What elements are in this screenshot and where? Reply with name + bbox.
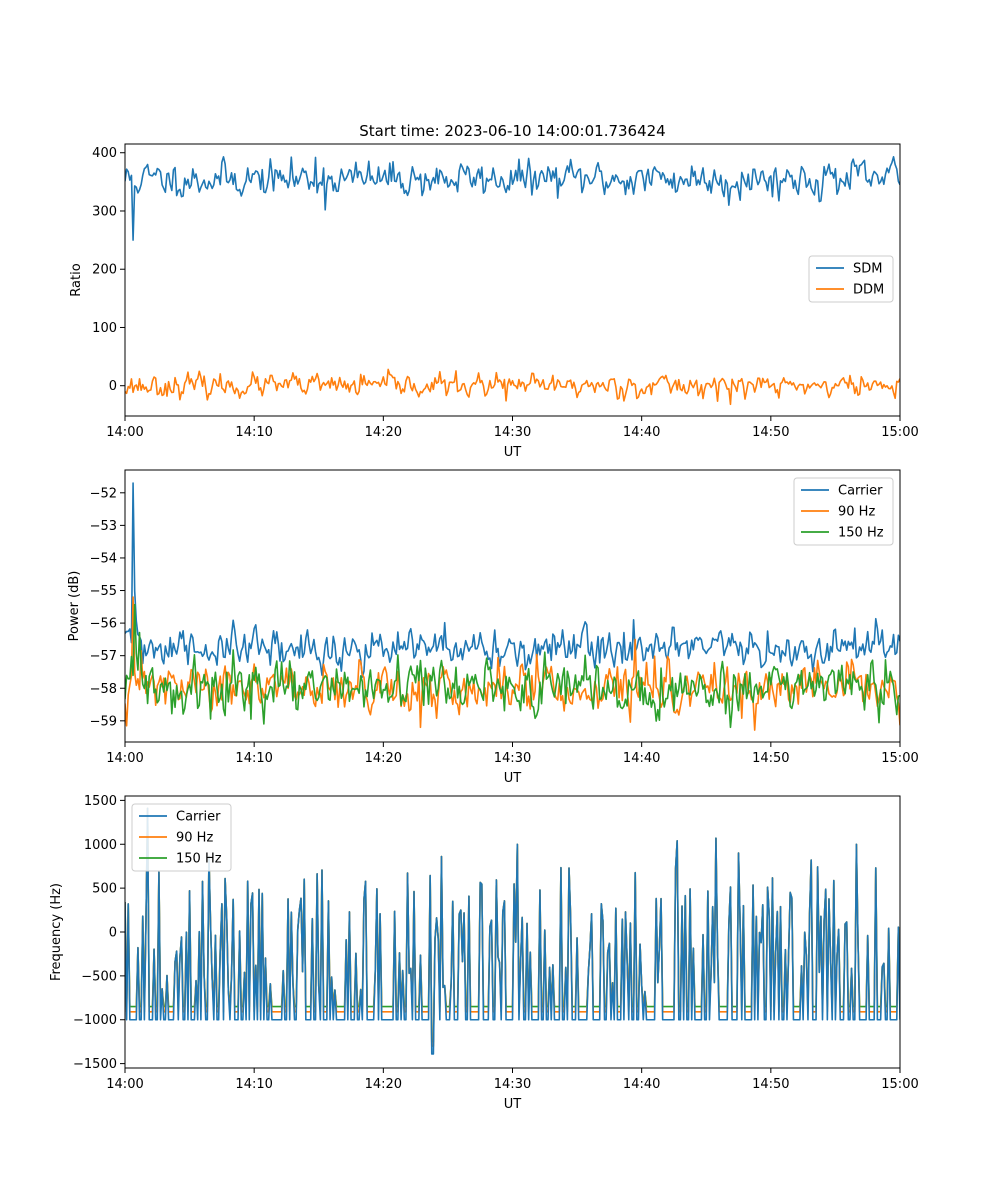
- x-tick-label: 14:20: [365, 425, 402, 440]
- y-tick-label: −53: [90, 519, 117, 534]
- series-line-ddm: [125, 368, 900, 406]
- legend-entry: DDM: [853, 283, 884, 298]
- x-tick-label: 14:50: [752, 751, 789, 766]
- x-tick-label: 14:10: [235, 425, 272, 440]
- x-tick-label: 15:00: [881, 751, 918, 766]
- x-tick-label: 14:30: [494, 751, 531, 766]
- y-tick-label: 1000: [84, 838, 117, 853]
- y-tick-label: −58: [90, 682, 117, 697]
- series-line-150-hz: [125, 603, 900, 729]
- series-line-sdm: [125, 156, 900, 241]
- y-tick-label: 100: [92, 321, 117, 336]
- y-tick-label: 300: [92, 204, 117, 219]
- x-tick-label: 14:10: [235, 1077, 272, 1092]
- power-panel: Power (dB) UT 14:00 14:10 14:20 14:30 14:40 1…: [67, 469, 919, 786]
- series-line-carrier: [125, 482, 900, 678]
- y-tick-label: −1500: [73, 1057, 117, 1072]
- legend-entry: 150 Hz: [176, 852, 222, 867]
- y-tick-label: −56: [90, 617, 117, 632]
- y-tick-label: −1000: [73, 1013, 117, 1028]
- legend-frame: [793, 477, 894, 546]
- legend-entry: Carrier: [176, 810, 221, 825]
- y-tick-label: 0: [109, 926, 117, 941]
- x-tick-label: 14:30: [494, 1077, 531, 1092]
- x-axis-label: UT: [504, 445, 522, 460]
- y-tick-label: 500: [92, 882, 117, 897]
- frequency-panel: Frequency (Hz) UT 14:00 14:10 14:20 14:30 14…: [49, 794, 919, 1112]
- x-tick-label: 15:00: [881, 425, 918, 440]
- legend-entry: 150 Hz: [838, 526, 884, 541]
- x-tick-label: 14:50: [752, 1077, 789, 1092]
- ratio-panel: Start time: 2023-06-10 14:00:01.736424 R…: [69, 122, 919, 460]
- x-axis-label: UT: [504, 1097, 522, 1112]
- y-tick-label: −59: [90, 714, 117, 729]
- x-tick-label: 14:00: [106, 1077, 143, 1092]
- y-tick-label: 0: [109, 379, 117, 394]
- x-tick-label: 14:40: [623, 425, 660, 440]
- y-tick-label: −54: [90, 551, 117, 566]
- y-tick-label: −52: [90, 486, 117, 501]
- series-line-carrier: [125, 807, 900, 1055]
- x-tick-label: 14:20: [365, 751, 402, 766]
- legend-frame: [131, 803, 232, 872]
- x-tick-label: 14:00: [106, 425, 143, 440]
- plot-area: [125, 156, 900, 406]
- legend: Carrier 90 Hz 150 Hz: [131, 803, 232, 872]
- x-axis-label: UT: [504, 771, 522, 786]
- series-line-90-hz: [125, 596, 900, 731]
- y-tick-label: −500: [81, 969, 117, 984]
- y-axis-label: Power (dB): [67, 571, 82, 642]
- legend-entry: SDM: [853, 262, 882, 277]
- legend-entry: Carrier: [838, 484, 883, 499]
- plot-area: [125, 482, 900, 731]
- x-tick-label: 15:00: [881, 1077, 918, 1092]
- y-tick-label: 1500: [84, 794, 117, 809]
- legend: Carrier 90 Hz 150 Hz: [793, 477, 894, 546]
- x-tick-label: 14:00: [106, 751, 143, 766]
- x-tick-label: 14:40: [623, 1077, 660, 1092]
- y-tick-label: 200: [92, 263, 117, 278]
- legend-entry: 90 Hz: [176, 831, 213, 846]
- chart-title: Start time: 2023-06-10 14:00:01.736424: [359, 122, 665, 140]
- x-tick-label: 14:20: [365, 1077, 402, 1092]
- legend: SDM DDM: [808, 255, 894, 303]
- x-tick-label: 14:10: [235, 751, 272, 766]
- x-tick-label: 14:30: [494, 425, 531, 440]
- x-tick-label: 14:50: [752, 425, 789, 440]
- legend-entry: 90 Hz: [838, 505, 875, 520]
- y-axis-label: Ratio: [69, 263, 84, 296]
- y-tick-label: 400: [92, 146, 117, 161]
- x-tick-label: 14:40: [623, 751, 660, 766]
- y-tick-label: −55: [90, 584, 117, 599]
- y-axis-label: Frequency (Hz): [49, 883, 64, 981]
- plot-area: [125, 807, 900, 1055]
- y-tick-label: −57: [90, 649, 117, 664]
